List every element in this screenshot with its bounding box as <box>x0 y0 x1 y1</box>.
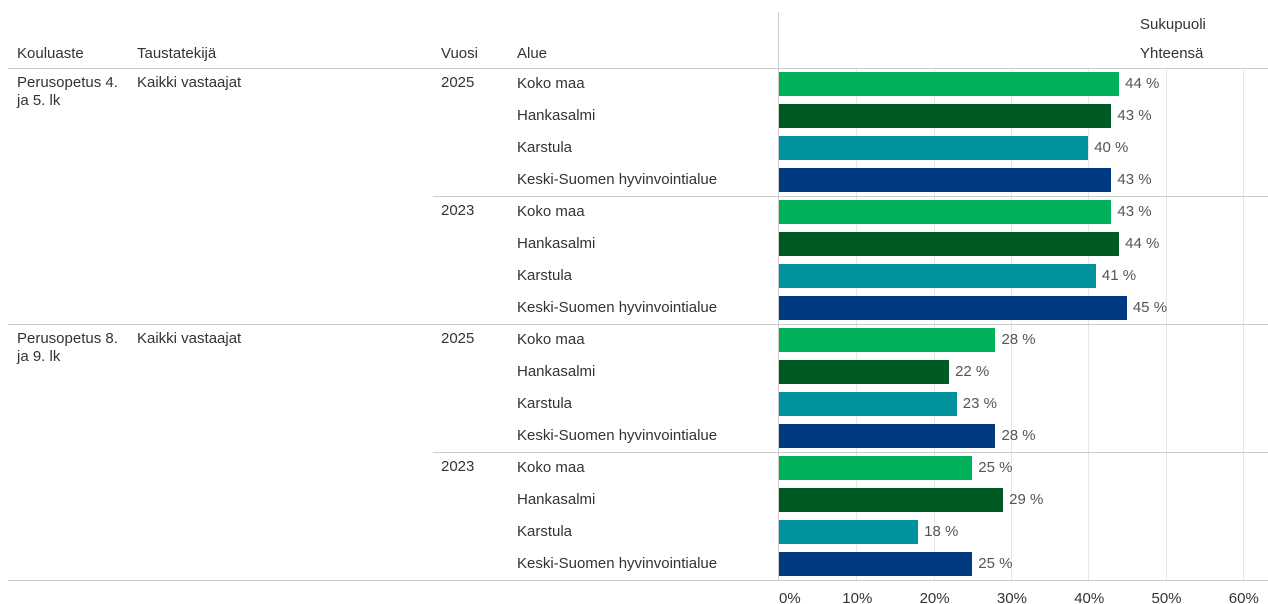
bar <box>779 136 1089 160</box>
bar <box>779 200 1112 224</box>
bar <box>779 520 919 544</box>
value-label: 40 % <box>1094 139 1129 156</box>
value-label: 43 % <box>1117 107 1152 124</box>
category-label: Karstula <box>517 267 573 284</box>
column-header: Taustatekijä <box>137 45 217 62</box>
bar <box>779 328 996 352</box>
bar <box>779 264 1096 288</box>
background-label: Kaikki vastaajat <box>137 330 242 347</box>
column-subtitle: Yhteensä <box>1140 45 1204 62</box>
bar <box>779 72 1120 96</box>
x-tick-label: 40% <box>1074 590 1105 604</box>
value-label: 22 % <box>955 363 990 380</box>
bar <box>779 232 1120 256</box>
category-label: Koko maa <box>517 75 585 92</box>
value-label: 44 % <box>1125 75 1160 92</box>
bar <box>779 360 950 384</box>
bar <box>779 168 1112 192</box>
separator <box>433 452 1268 453</box>
category-label: Koko maa <box>517 203 585 220</box>
column-header: Alue <box>517 45 548 62</box>
separator <box>8 580 1268 581</box>
column-header: Kouluaste <box>17 45 84 62</box>
bar <box>779 488 1004 512</box>
value-label: 41 % <box>1101 267 1137 284</box>
x-tick-label: 0% <box>779 590 801 604</box>
category-label: Keski-Suomen hyvinvointialue <box>517 299 718 316</box>
year-label: 2023 <box>441 458 475 475</box>
separator <box>8 324 1268 325</box>
value-label: 43 % <box>1117 171 1152 188</box>
category-label: Keski-Suomen hyvinvointialue <box>517 427 718 444</box>
x-tick-label: 20% <box>919 590 950 604</box>
year-label: 2023 <box>441 202 475 219</box>
value-label: 28 % <box>1001 427 1036 444</box>
category-label: Hankasalmi <box>517 107 596 124</box>
category-label: Karstula <box>517 523 573 540</box>
separator <box>8 68 1268 69</box>
bar <box>779 424 996 448</box>
x-tick-label: 30% <box>996 590 1027 604</box>
background-label: Kaikki vastaajat <box>137 74 242 91</box>
category-label: Karstula <box>517 139 573 156</box>
bar <box>779 392 957 416</box>
value-label: 29 % <box>1009 491 1044 508</box>
axis-line <box>778 12 779 580</box>
value-label: 18 % <box>924 523 959 540</box>
value-label: 45 % <box>1132 299 1168 316</box>
category-label: Hankasalmi <box>517 235 596 252</box>
x-tick-label: 50% <box>1151 590 1182 604</box>
value-label: 25 % <box>978 555 1013 572</box>
column-header: Vuosi <box>441 45 478 62</box>
category-label: Hankasalmi <box>517 491 596 508</box>
bar <box>779 104 1112 128</box>
category-label: Hankasalmi <box>517 363 596 380</box>
x-tick-label: 10% <box>842 590 873 604</box>
category-label: Keski-Suomen hyvinvointialue <box>517 555 718 572</box>
value-label: 43 % <box>1117 203 1152 220</box>
bar <box>779 552 973 576</box>
value-label: 44 % <box>1125 235 1160 252</box>
bar <box>779 296 1127 320</box>
separator <box>433 196 1268 197</box>
x-tick-label: 60% <box>1228 590 1259 604</box>
value-label: 28 % <box>1001 331 1036 348</box>
level-label: Perusopetus 8. ja 9. lk <box>17 330 118 365</box>
category-label: Keski-Suomen hyvinvointialue <box>517 171 718 188</box>
column-title: Sukupuoli <box>1140 16 1206 33</box>
value-label: 23 % <box>962 395 997 412</box>
category-label: Karstula <box>517 395 573 412</box>
level-label: Perusopetus 4. ja 5. lk <box>17 74 118 109</box>
year-label: 2025 <box>441 330 475 347</box>
category-label: Koko maa <box>517 459 585 476</box>
year-label: 2025 <box>441 74 475 91</box>
bar <box>779 456 973 480</box>
category-label: Koko maa <box>517 331 585 348</box>
value-label: 25 % <box>978 459 1013 476</box>
